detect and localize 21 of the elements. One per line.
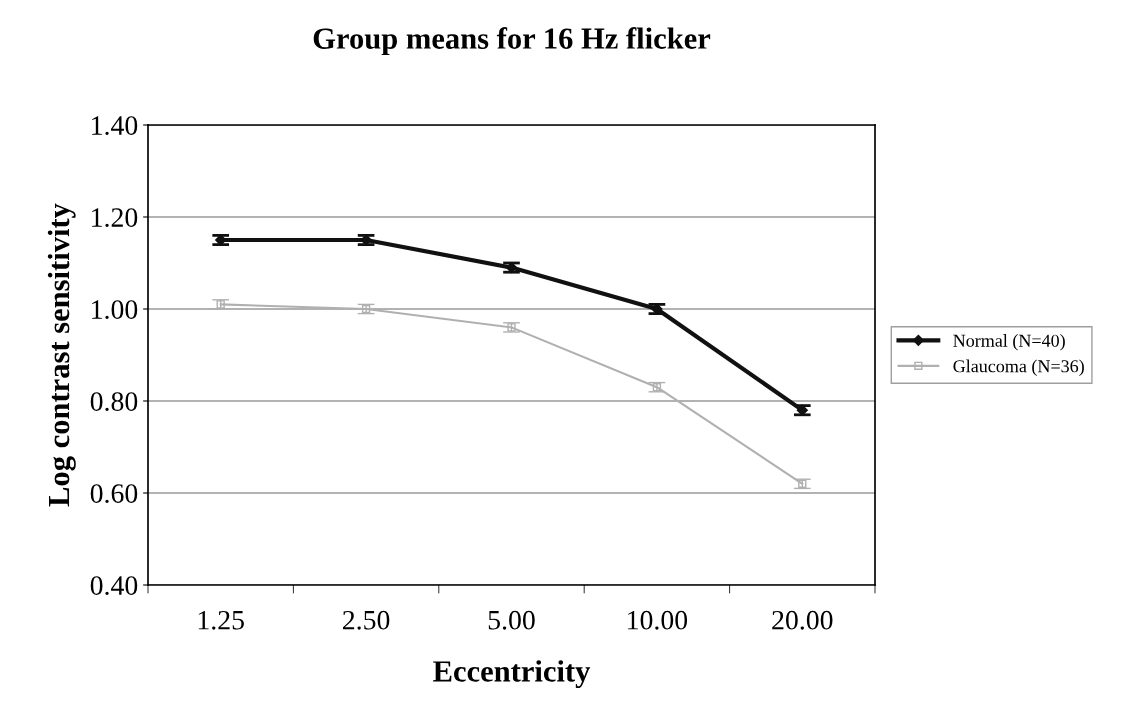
point xyxy=(505,261,518,274)
x-tick-label: 10.00 xyxy=(628,610,688,630)
y-tick-label: 0.80 xyxy=(90,392,138,412)
chart-title: Group means for 16 Hz flicker xyxy=(313,27,711,56)
x-tick-label: 20.00 xyxy=(772,610,833,630)
y-tick-label: 1.20 xyxy=(92,208,138,228)
y-axis-title: Log contrast sensitivity xyxy=(47,203,76,507)
x-tick-label: 1.25 xyxy=(198,610,244,630)
x-axis-title: Eccentricity xyxy=(433,660,591,688)
legend-label: Normal (N=40) xyxy=(953,334,1065,351)
point xyxy=(652,383,662,392)
y-tick-label: 1.00 xyxy=(92,300,138,320)
legend-label: Glaucoma (N=36) xyxy=(953,359,1084,376)
point xyxy=(216,300,225,309)
point xyxy=(798,479,807,488)
y-tick-label: 1.40 xyxy=(92,116,138,136)
y-tick-label: 0.60 xyxy=(90,484,138,504)
y-tick-label: 0.40 xyxy=(90,576,138,596)
x-tick-label: 5.00 xyxy=(488,610,535,630)
x-tick-label: 2.50 xyxy=(343,610,390,630)
point xyxy=(361,304,371,314)
